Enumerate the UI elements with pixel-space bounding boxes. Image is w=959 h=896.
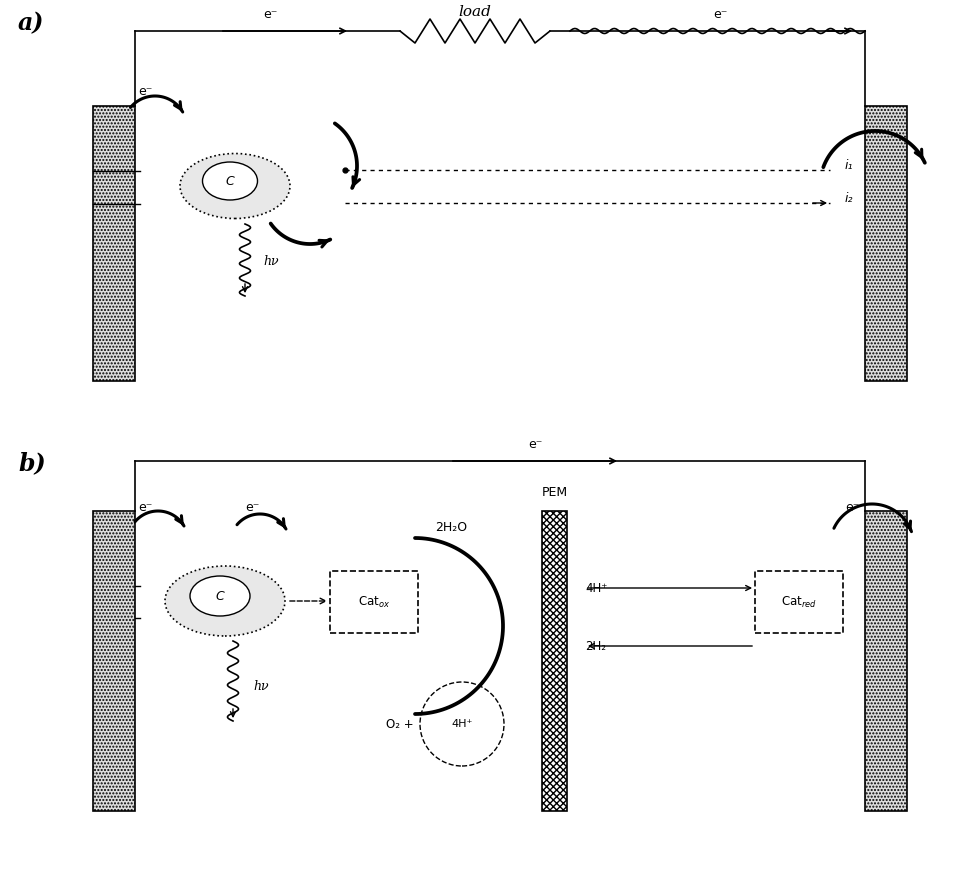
Text: e⁻: e⁻ — [713, 8, 727, 21]
Text: e⁻: e⁻ — [138, 501, 152, 514]
Bar — [542, 511, 567, 811]
Text: 2H₂O: 2H₂O — [435, 521, 467, 534]
Text: Cat$_{red}$: Cat$_{red}$ — [781, 594, 817, 609]
Text: hν: hν — [263, 254, 279, 268]
Text: 4H⁺: 4H⁺ — [452, 719, 473, 729]
Text: e⁻: e⁻ — [845, 501, 859, 514]
Text: e⁻: e⁻ — [263, 8, 277, 21]
Text: e⁻: e⁻ — [138, 85, 152, 98]
Text: C: C — [216, 590, 224, 602]
Text: i₁: i₁ — [845, 159, 854, 171]
Bar — [865, 511, 907, 811]
Bar — [865, 106, 907, 381]
Text: 4H⁺: 4H⁺ — [585, 582, 607, 595]
Ellipse shape — [190, 576, 250, 616]
Text: a): a) — [18, 11, 44, 35]
Bar — [93, 106, 135, 381]
Text: b): b) — [18, 451, 46, 475]
Text: i₂: i₂ — [845, 192, 854, 204]
Text: Cat$_{ox}$: Cat$_{ox}$ — [358, 594, 390, 609]
Text: O₂ +: O₂ + — [386, 718, 414, 730]
Text: e⁻: e⁻ — [527, 438, 542, 451]
Bar — [330, 571, 418, 633]
Text: 2H₂: 2H₂ — [585, 640, 606, 652]
Text: e⁻: e⁻ — [245, 501, 259, 514]
Circle shape — [420, 682, 504, 766]
Ellipse shape — [202, 162, 258, 200]
Text: C: C — [225, 175, 234, 187]
Ellipse shape — [180, 153, 290, 219]
Bar — [93, 511, 135, 811]
Bar — [755, 571, 843, 633]
Ellipse shape — [165, 566, 285, 636]
Text: load: load — [458, 5, 491, 19]
Text: PEM: PEM — [542, 486, 568, 499]
Text: hν: hν — [253, 679, 269, 693]
